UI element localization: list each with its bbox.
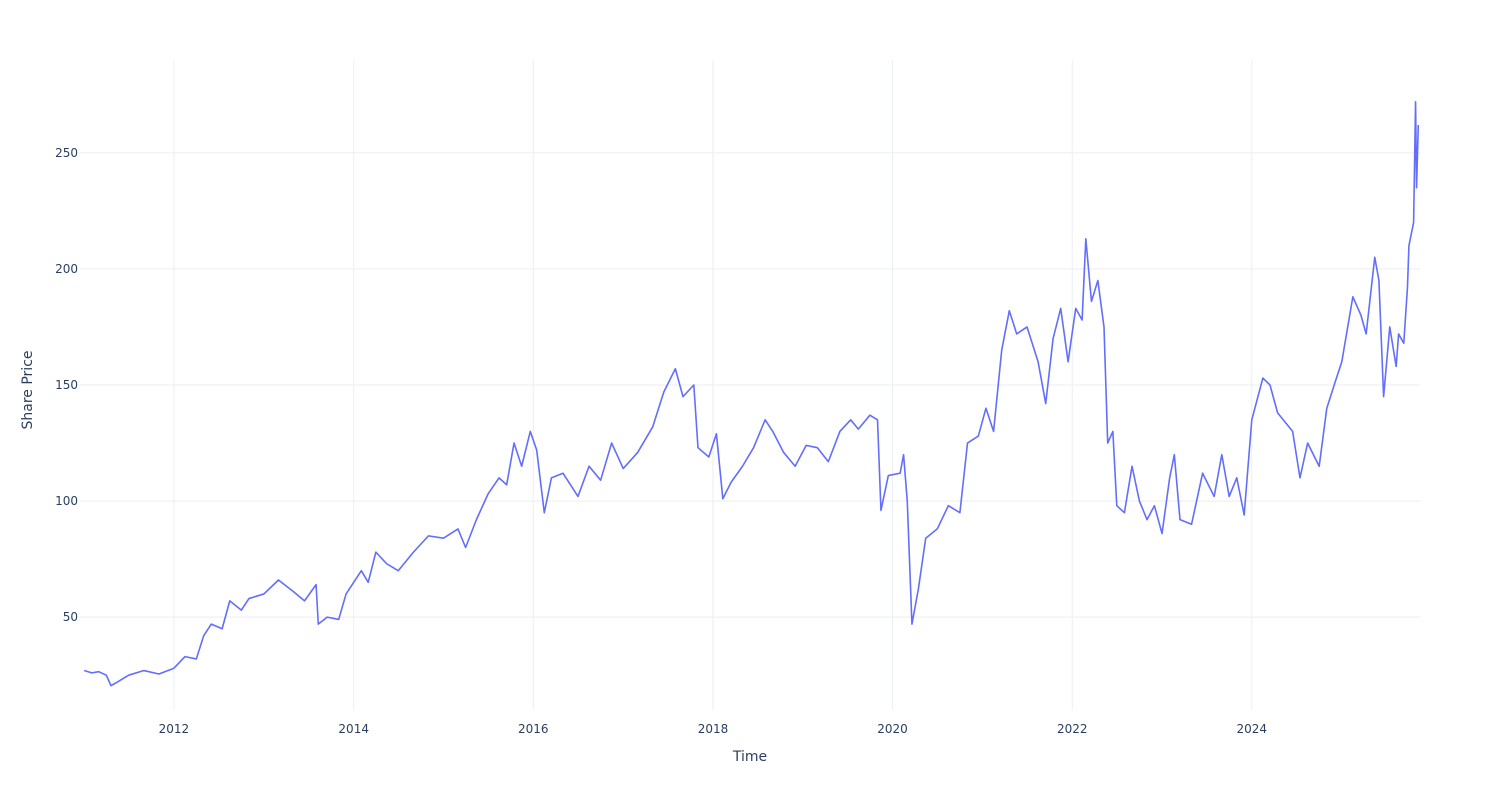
y-tick-label: 250: [55, 146, 78, 160]
x-tick-label: 2018: [698, 722, 729, 736]
x-tick-labels: 2012 2014 2016 2018 2020 2022 2024: [159, 722, 1267, 736]
x-tick-label: 2020: [877, 722, 908, 736]
y-tick-label: 50: [63, 610, 78, 624]
y-tick-labels: 50 100 150 200 250: [55, 146, 78, 624]
y-tick-label: 100: [55, 494, 78, 508]
x-tick-label: 2012: [159, 722, 190, 736]
series-layer: [83, 100, 1420, 687]
series-line: [83, 100, 1420, 687]
x-axis-title: Time: [732, 749, 767, 765]
y-tick-label: 150: [55, 378, 78, 392]
x-tick-label: 2022: [1057, 722, 1088, 736]
x-tick-label: 2024: [1237, 722, 1268, 736]
y-tick-label: 200: [55, 262, 78, 276]
x-tick-label: 2014: [338, 722, 369, 736]
x-tick-label: 2016: [518, 722, 549, 736]
y-gridlines: [80, 152, 1420, 618]
y-axis-title: Share Price: [20, 350, 36, 429]
